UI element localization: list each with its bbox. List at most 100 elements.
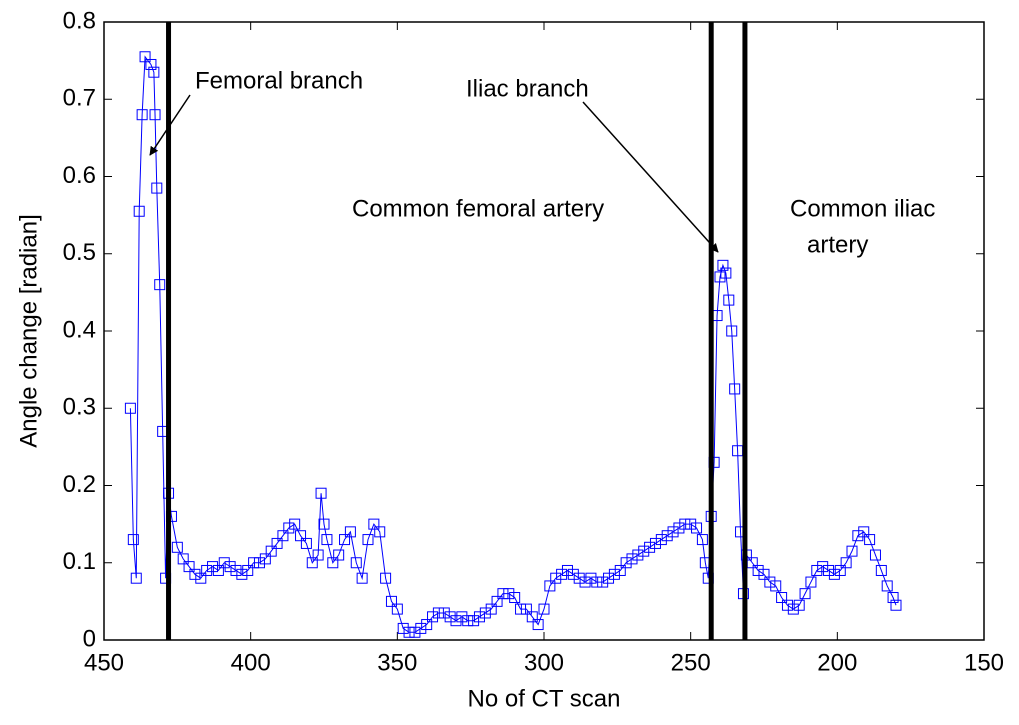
data-point [136, 109, 148, 121]
data-point [271, 537, 283, 549]
data-point [409, 626, 421, 638]
y-tick-label: 0.6 [63, 162, 96, 189]
data-point [890, 599, 902, 611]
data-point [544, 580, 556, 592]
data-point [526, 611, 538, 623]
data-point [248, 557, 260, 569]
data-point [462, 615, 474, 627]
data-point [195, 572, 207, 584]
data-point [151, 182, 163, 194]
data-point [362, 534, 374, 546]
data-point [327, 557, 339, 569]
plot-frame [103, 21, 985, 641]
annotation: Femoral branch [195, 67, 363, 94]
data-point [380, 572, 392, 584]
data-point [649, 537, 661, 549]
data-point [811, 564, 823, 576]
data-point [344, 526, 356, 538]
data-point [817, 561, 829, 573]
data-point [421, 619, 433, 631]
data-point [124, 402, 136, 414]
data-point [679, 518, 691, 530]
data-point [717, 259, 729, 271]
annotation: Common iliac [790, 195, 935, 222]
data-point [403, 626, 415, 638]
data-point [685, 518, 697, 530]
data-point [758, 568, 770, 580]
data-point [145, 58, 157, 70]
data-point [834, 564, 846, 576]
annotation: Iliac branch [466, 75, 589, 102]
x-tick-label: 250 [671, 649, 711, 676]
data-point [720, 267, 732, 279]
y-tick-label: 0.3 [63, 394, 96, 421]
y-tick-label: 0.7 [63, 85, 96, 112]
data-point [397, 622, 409, 634]
data-point [485, 603, 497, 615]
data-point [385, 595, 397, 607]
data-point [456, 611, 468, 623]
data-point [828, 568, 840, 580]
data-point [723, 294, 735, 306]
x-axis-label: No of CT scan [468, 685, 621, 712]
data-point [473, 611, 485, 623]
x-tick-label: 350 [377, 649, 417, 676]
data-point [632, 549, 644, 561]
data-point [356, 572, 368, 584]
data-point [858, 526, 870, 538]
data-point [667, 526, 679, 538]
data-point [799, 588, 811, 600]
data-point [881, 580, 893, 592]
data-point [626, 553, 638, 565]
data-point [171, 541, 183, 553]
data-point [283, 522, 295, 534]
data-point [450, 615, 462, 627]
data-point [130, 572, 142, 584]
data-point [321, 534, 333, 546]
data-point [509, 592, 521, 604]
data-point [218, 557, 230, 569]
y-tick-label: 0.2 [63, 471, 96, 498]
data-point [567, 568, 579, 580]
y-tick-label: 0.1 [63, 548, 96, 575]
data-point [224, 561, 236, 573]
data-point [127, 534, 139, 546]
data-point [597, 576, 609, 588]
data-point [840, 557, 852, 569]
data-point [415, 622, 427, 634]
data-point [148, 66, 160, 78]
data-point [189, 568, 201, 580]
data-point [277, 530, 289, 542]
data-point [259, 553, 271, 565]
data-point [608, 568, 620, 580]
data-point [864, 534, 876, 546]
data-point [714, 271, 726, 283]
data-point [561, 564, 573, 576]
data-point [823, 564, 835, 576]
data-point [556, 568, 568, 580]
data-point [661, 530, 673, 542]
y-tick-label: 0.5 [63, 239, 96, 266]
y-axis-label: Angle change [radian] [15, 214, 42, 448]
y-tick-label: 0 [83, 625, 96, 652]
data-point [655, 534, 667, 546]
data-point [139, 51, 151, 63]
x-tick-label: 300 [524, 649, 564, 676]
data-point [503, 588, 515, 600]
data-point [776, 592, 788, 604]
data-point [644, 541, 656, 553]
data-point [550, 572, 562, 584]
data-point [183, 561, 195, 573]
data-point [515, 603, 527, 615]
data-point [333, 549, 345, 561]
data-point [432, 607, 444, 619]
data-point [532, 619, 544, 631]
data-point [781, 599, 793, 611]
data-point [787, 603, 799, 615]
data-point [887, 592, 899, 604]
data-point [253, 557, 265, 569]
data-point [770, 580, 782, 592]
data-point [852, 530, 864, 542]
y-tick-label: 0.8 [63, 7, 96, 34]
